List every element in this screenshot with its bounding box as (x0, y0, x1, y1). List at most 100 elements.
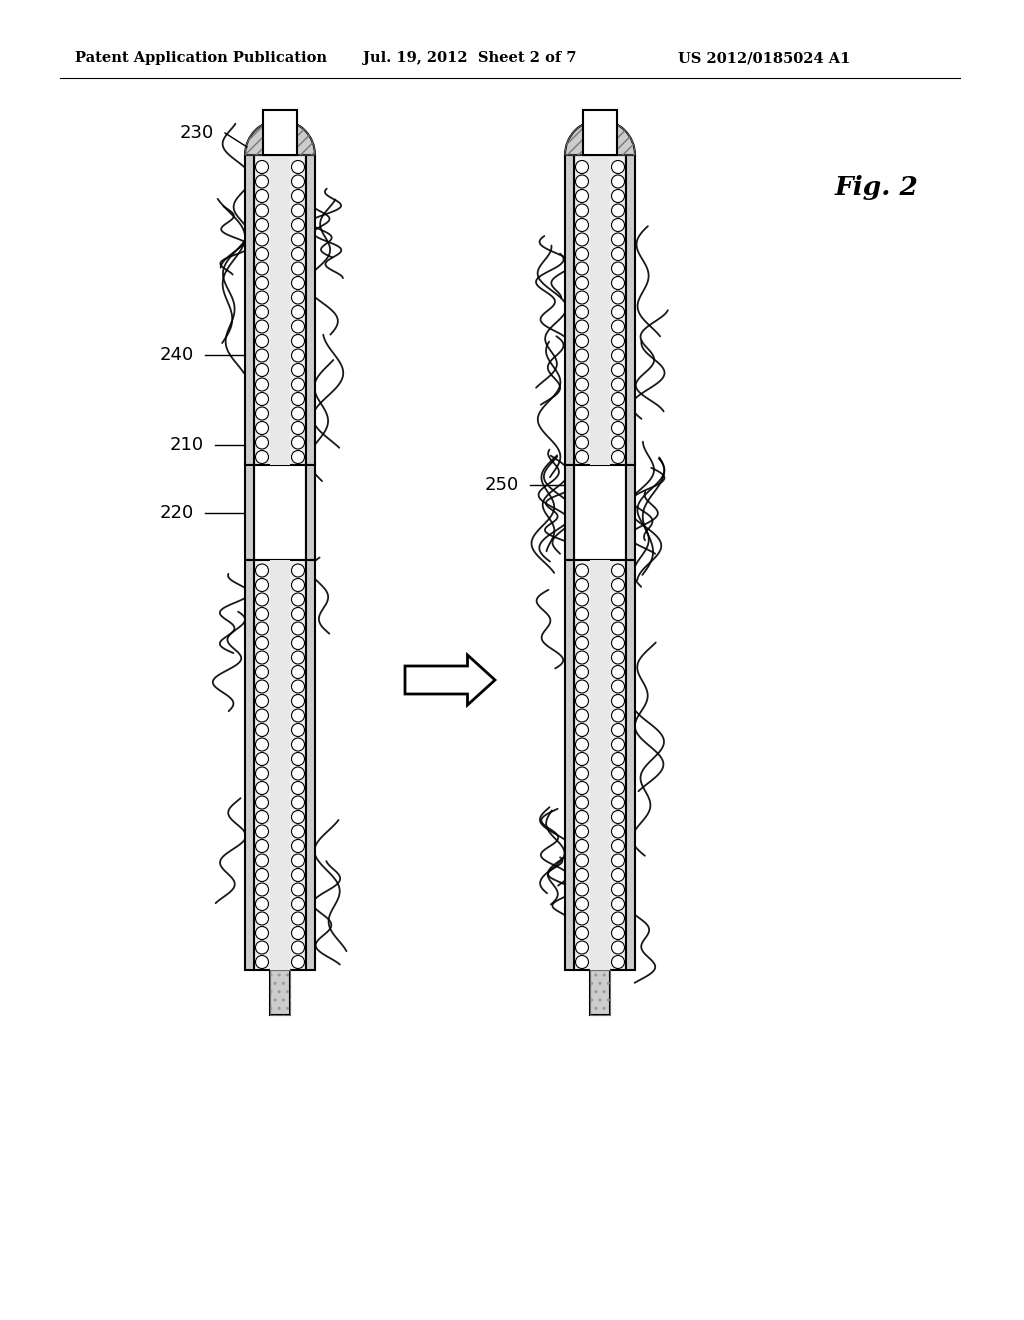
Circle shape (256, 854, 268, 867)
Circle shape (611, 883, 625, 896)
Circle shape (575, 709, 589, 722)
Polygon shape (245, 560, 254, 970)
Circle shape (611, 578, 625, 591)
Circle shape (256, 752, 268, 766)
Circle shape (575, 205, 589, 216)
Wedge shape (565, 120, 635, 154)
Circle shape (256, 363, 268, 376)
Circle shape (256, 421, 268, 434)
Circle shape (575, 723, 589, 737)
Circle shape (611, 378, 625, 391)
Text: 250: 250 (485, 477, 519, 494)
Circle shape (611, 261, 625, 275)
Circle shape (292, 248, 304, 260)
Circle shape (292, 276, 304, 289)
Circle shape (256, 651, 268, 664)
Circle shape (292, 694, 304, 708)
Circle shape (575, 276, 589, 289)
Circle shape (611, 407, 625, 420)
Bar (270, 970, 290, 1015)
Circle shape (292, 680, 304, 693)
Circle shape (292, 927, 304, 940)
Bar (583, 110, 617, 154)
Circle shape (575, 190, 589, 202)
Circle shape (575, 622, 589, 635)
Circle shape (256, 276, 268, 289)
Circle shape (611, 305, 625, 318)
Circle shape (256, 607, 268, 620)
Circle shape (575, 796, 589, 809)
Circle shape (611, 290, 625, 304)
Polygon shape (245, 154, 254, 465)
Circle shape (611, 334, 625, 347)
Circle shape (292, 840, 304, 853)
Circle shape (575, 319, 589, 333)
Circle shape (292, 723, 304, 737)
Circle shape (575, 912, 589, 925)
Text: Fig. 2: Fig. 2 (835, 176, 919, 201)
Circle shape (611, 941, 625, 954)
Text: 210: 210 (170, 436, 204, 454)
Circle shape (292, 810, 304, 824)
Circle shape (611, 593, 625, 606)
Circle shape (575, 956, 589, 969)
Circle shape (256, 665, 268, 678)
Circle shape (256, 781, 268, 795)
Circle shape (292, 607, 304, 620)
Circle shape (575, 781, 589, 795)
Circle shape (292, 622, 304, 635)
Circle shape (256, 622, 268, 635)
Polygon shape (270, 154, 290, 465)
Circle shape (256, 723, 268, 737)
Circle shape (611, 636, 625, 649)
Circle shape (256, 161, 268, 173)
Circle shape (611, 564, 625, 577)
Circle shape (256, 564, 268, 577)
Circle shape (292, 348, 304, 362)
Circle shape (575, 261, 589, 275)
Circle shape (292, 176, 304, 187)
Text: 240: 240 (160, 346, 195, 364)
Circle shape (575, 869, 589, 882)
Circle shape (292, 781, 304, 795)
Circle shape (611, 810, 625, 824)
Circle shape (292, 956, 304, 969)
Circle shape (292, 593, 304, 606)
Circle shape (575, 378, 589, 391)
Polygon shape (626, 560, 635, 970)
Circle shape (292, 636, 304, 649)
Circle shape (611, 190, 625, 202)
Polygon shape (565, 465, 574, 560)
Circle shape (256, 578, 268, 591)
Polygon shape (626, 154, 635, 465)
Bar (590, 970, 610, 1015)
Circle shape (575, 564, 589, 577)
Circle shape (256, 912, 268, 925)
Circle shape (611, 680, 625, 693)
Circle shape (575, 234, 589, 246)
Circle shape (611, 176, 625, 187)
Circle shape (292, 651, 304, 664)
Circle shape (256, 205, 268, 216)
Circle shape (611, 348, 625, 362)
Circle shape (575, 334, 589, 347)
Polygon shape (565, 560, 574, 970)
Circle shape (611, 421, 625, 434)
Circle shape (611, 752, 625, 766)
Circle shape (575, 607, 589, 620)
Circle shape (256, 334, 268, 347)
Circle shape (256, 840, 268, 853)
Circle shape (292, 305, 304, 318)
Circle shape (575, 738, 589, 751)
Circle shape (292, 912, 304, 925)
Text: Jul. 19, 2012  Sheet 2 of 7: Jul. 19, 2012 Sheet 2 of 7 (362, 51, 577, 65)
Circle shape (292, 869, 304, 882)
Circle shape (611, 234, 625, 246)
Circle shape (292, 392, 304, 405)
Circle shape (292, 378, 304, 391)
Circle shape (292, 319, 304, 333)
Circle shape (575, 176, 589, 187)
Circle shape (256, 378, 268, 391)
Circle shape (292, 190, 304, 202)
Circle shape (575, 305, 589, 318)
